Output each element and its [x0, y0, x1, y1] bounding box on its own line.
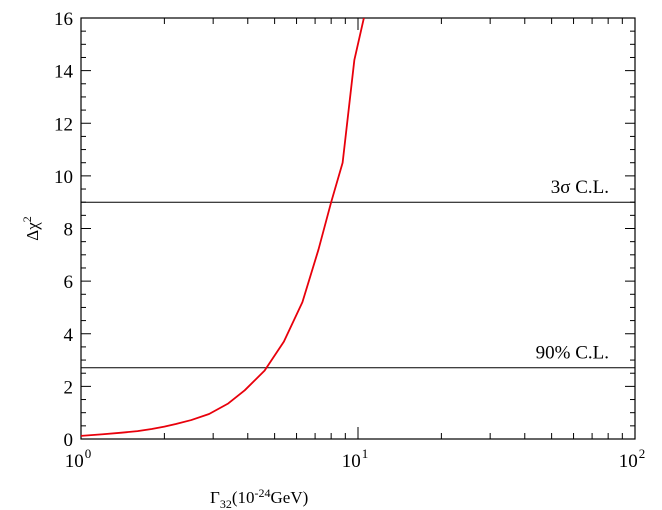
y-tick-label: 14 — [54, 62, 74, 83]
y-tick-label: 4 — [64, 325, 74, 346]
y-tick-label: 2 — [64, 377, 74, 398]
x-axis-label: Γ32(10-24GeV) — [210, 486, 308, 510]
y-axis-label: Δχ2 — [20, 216, 42, 240]
reference-lines: 3σ C.L. 90% C.L. — [81, 177, 635, 369]
reference-line-label: 90% C.L. — [536, 343, 609, 364]
x-tick-label: 102 — [619, 446, 646, 472]
y-tick-label: 16 — [54, 9, 73, 30]
y-tick-label: 10 — [54, 167, 73, 188]
series-line — [81, 18, 365, 437]
y-tick-label: 12 — [54, 114, 73, 135]
ticks — [80, 17, 636, 440]
y-tick-label: 0 — [64, 430, 74, 451]
series — [81, 18, 365, 437]
reference-line-label: 3σ C.L. — [551, 177, 609, 198]
y-tick-label: 6 — [64, 272, 74, 293]
plot-frame — [80, 17, 636, 440]
y-tick-label: 8 — [64, 220, 74, 241]
x-tick-label: 101 — [342, 446, 369, 472]
